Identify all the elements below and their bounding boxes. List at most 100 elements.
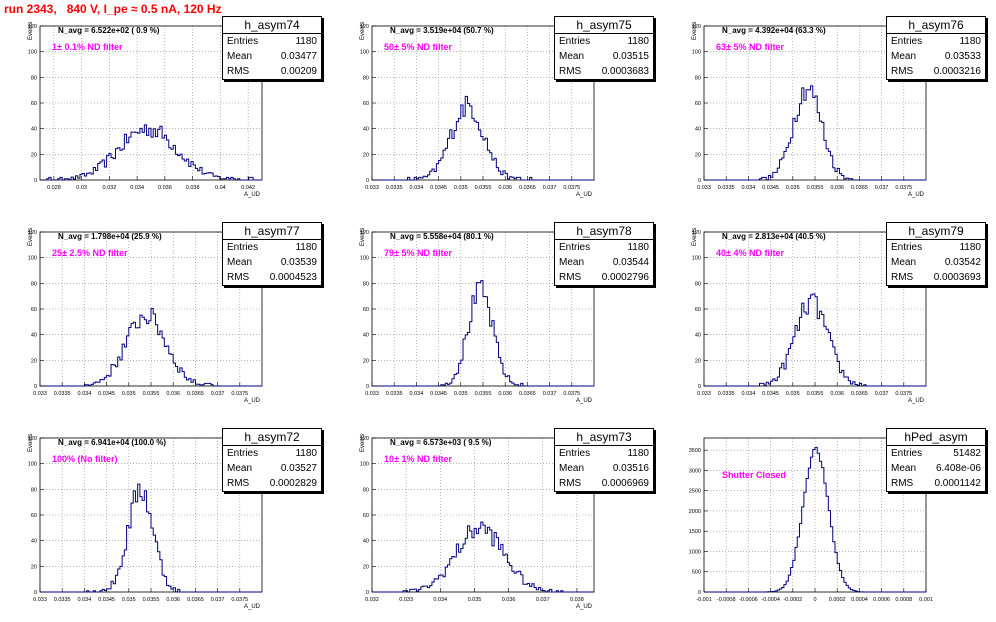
x-tick-label: 0.028: [47, 185, 61, 191]
x-tick-label: 0.034: [410, 185, 424, 191]
histogram-panel-h_asym73: 0.032 0.033 0.034 0.035 0.036 0.037 0.038 0 20 40…: [332, 428, 654, 618]
stats-box: h_asym73 Entries 1180 Mean 0.03516 RMS 0.00069…: [554, 428, 654, 492]
x-tick-label: 0.037: [211, 391, 225, 397]
x-tick-label: 0.0345: [98, 597, 115, 603]
histogram-line: [372, 280, 594, 387]
y-tick-label: 20: [363, 564, 369, 570]
stats-box: h_asym74 Entries 1180 Mean 0.03477 RMS 0.00209: [222, 16, 322, 80]
y-tick-label: 120: [28, 24, 37, 30]
x-tick-label: 0.0365: [187, 391, 204, 397]
x-tick-label: 0.0355: [807, 185, 824, 191]
y-tick-label: 0: [366, 384, 369, 390]
filter-label: 63± 5% ND filter: [716, 42, 784, 52]
stats-row-entries: Entries 1180: [555, 34, 653, 49]
x-tick-label: -0.0008: [717, 597, 736, 603]
x-tick-label: 0.0365: [187, 597, 204, 603]
stats-key: Mean: [227, 257, 253, 268]
stats-row-rms: RMS 0.0003683: [555, 64, 653, 79]
x-tick-label: 0.033: [697, 391, 711, 397]
stats-row-entries: Entries 1180: [887, 34, 985, 49]
histogram-line: [704, 446, 926, 593]
stats-value: 0.03542: [944, 257, 981, 268]
y-axis-label: Events: [360, 21, 366, 40]
x-tick-label: 0.035: [454, 391, 468, 397]
stats-key: Entries: [227, 448, 259, 459]
x-tick-label: 0.033: [365, 185, 379, 191]
stats-value: 1180: [627, 242, 649, 253]
x-tick-label: 0.0335: [718, 185, 735, 191]
y-axis-label: Events: [360, 227, 366, 246]
y-tick-label: 0: [366, 178, 369, 184]
y-tick-label: 40: [31, 333, 37, 339]
stats-value: 51482: [953, 448, 981, 459]
x-tick-label: 0.037: [875, 391, 889, 397]
stats-key: Mean: [559, 463, 585, 474]
histogram-panel-h_asym79: 0.033 0.0335 0.034 0.0345 0.035 0.0355 0.036 0.…: [664, 222, 986, 412]
stats-row-mean: Mean 0.03542: [887, 255, 985, 270]
y-tick-label: 80: [31, 487, 37, 493]
stats-value: 1180: [295, 448, 317, 459]
y-tick-label: 100: [692, 256, 701, 262]
y-axis-label: Events: [692, 227, 698, 246]
x-tick-label: 0.0345: [430, 391, 447, 397]
x-tick-label: 0.0355: [807, 391, 824, 397]
x-tick-label: -0.0002: [783, 597, 802, 603]
histogram-canvas: 0.033 0.0335 0.034 0.0345 0.035 0.0355 0.036 0.…: [692, 230, 927, 397]
x-tick-label: 0.035: [786, 185, 800, 191]
stats-row-mean: Mean 0.03527: [223, 461, 321, 476]
y-tick-label: 2000: [689, 509, 701, 515]
x-tick-label: 0.033: [33, 391, 47, 397]
x-tick-label: 0.0375: [231, 597, 248, 603]
x-tick-label: 0.04: [215, 185, 226, 191]
y-tick-label: 20: [695, 152, 701, 158]
x-tick-label: 0.0355: [143, 391, 160, 397]
stats-row-mean: Mean 6.408e-06: [887, 461, 985, 476]
y-tick-label: 40: [363, 539, 369, 545]
stats-value: 0.0002796: [601, 272, 649, 283]
x-axis-label: A_UD: [576, 192, 593, 198]
stats-value: 0.0003683: [601, 66, 649, 77]
x-axis-label: A_UD: [244, 192, 261, 198]
x-tick-label: 0.0335: [386, 185, 403, 191]
x-tick-label: 0.0008: [895, 597, 912, 603]
y-tick-label: 0: [698, 384, 701, 390]
x-tick-label: 0.038: [186, 185, 200, 191]
y-tick-label: 60: [363, 101, 369, 107]
stats-value: 0.00209: [280, 66, 317, 77]
y-tick-label: 120: [360, 436, 369, 442]
y-tick-label: 40: [695, 333, 701, 339]
x-tick-label: 0.0335: [386, 391, 403, 397]
stats-value: 1180: [959, 242, 981, 253]
x-tick-label: 0.037: [536, 597, 550, 603]
histogram-line: [40, 483, 262, 593]
stats-key: RMS: [559, 66, 582, 77]
x-tick-label: 0.034: [78, 597, 92, 603]
navg-label: N_avg = 2.813e+04 (40.5 %): [722, 232, 826, 241]
x-tick-label: 0.035: [122, 597, 136, 603]
histogram-canvas: 0.033 0.0335 0.034 0.0345 0.035 0.0355 0.036 0.…: [360, 230, 595, 397]
histogram-canvas: 0.033 0.0335 0.034 0.0345 0.035 0.0355 0.036 0.…: [28, 436, 263, 603]
x-tick-label: 0.034: [433, 597, 447, 603]
x-tick-label: 0.033: [365, 391, 379, 397]
y-tick-label: 0: [34, 590, 37, 596]
stats-row-entries: Entries 1180: [223, 240, 321, 255]
histogram-line: [40, 307, 262, 387]
stats-key: Entries: [891, 36, 923, 47]
filter-label: 10± 1% ND filter: [384, 454, 452, 464]
y-tick-label: 60: [31, 307, 37, 313]
x-tick-label: 0.036: [166, 597, 180, 603]
stats-key: Mean: [559, 51, 585, 62]
stats-value: 6.408e-06: [935, 463, 981, 474]
stats-key: Mean: [891, 257, 917, 268]
x-tick-label: 0.0345: [762, 185, 779, 191]
x-tick-label: 0.0365: [519, 391, 536, 397]
x-tick-label: -0.0006: [739, 597, 758, 603]
stats-row-entries: Entries 51482: [887, 446, 985, 461]
stats-box: h_asym78 Entries 1180 Mean 0.03544 RMS 0.00027…: [554, 222, 654, 286]
stats-value: 1180: [959, 36, 981, 47]
x-tick-label: 0.0335: [54, 597, 71, 603]
filter-label: 50± 5% ND filter: [384, 42, 452, 52]
histogram-panel-h_asym78: 0.033 0.0335 0.034 0.0345 0.035 0.0355 0.036 0.…: [332, 222, 654, 412]
x-tick-label: 0.032: [365, 597, 379, 603]
stats-value: 0.03516: [612, 463, 649, 474]
